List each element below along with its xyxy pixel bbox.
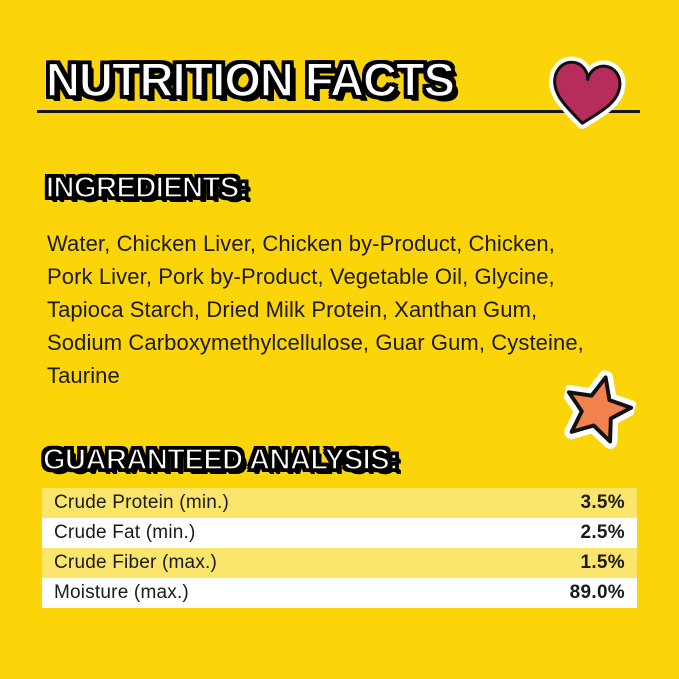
ingredients-text: Water, Chicken Liver, Chicken by-Product… bbox=[47, 231, 584, 388]
analysis-table: Crude Protein (min.) 3.5% Crude Fat (min… bbox=[42, 488, 637, 608]
analysis-row-value: 1.5% bbox=[580, 552, 625, 573]
table-row: Crude Fat (min.) 2.5% bbox=[42, 518, 637, 548]
analysis-row-label: Moisture (max.) bbox=[54, 582, 189, 603]
analysis-row-value: 89.0% bbox=[569, 582, 625, 603]
table-row: Moisture (max.) 89.0% bbox=[42, 578, 637, 608]
title-underline bbox=[37, 110, 640, 113]
page-title: NUTRITION FACTS bbox=[45, 53, 455, 106]
analysis-row-value: 3.5% bbox=[580, 492, 625, 513]
analysis-heading: GUARANTEED ANALYSIS: bbox=[42, 444, 399, 476]
analysis-row-label: Crude Fat (min.) bbox=[54, 522, 196, 543]
analysis-row-label: Crude Protein (min.) bbox=[54, 492, 230, 513]
analysis-row-label: Crude Fiber (max.) bbox=[54, 552, 218, 573]
table-row: Crude Fiber (max.) 1.5% bbox=[42, 548, 637, 578]
heart-icon bbox=[549, 56, 626, 129]
ingredients-heading: INGREDIENTS: bbox=[45, 172, 249, 204]
analysis-row-value: 2.5% bbox=[580, 522, 625, 543]
table-row: Crude Protein (min.) 3.5% bbox=[42, 488, 637, 518]
star-icon bbox=[561, 370, 639, 449]
